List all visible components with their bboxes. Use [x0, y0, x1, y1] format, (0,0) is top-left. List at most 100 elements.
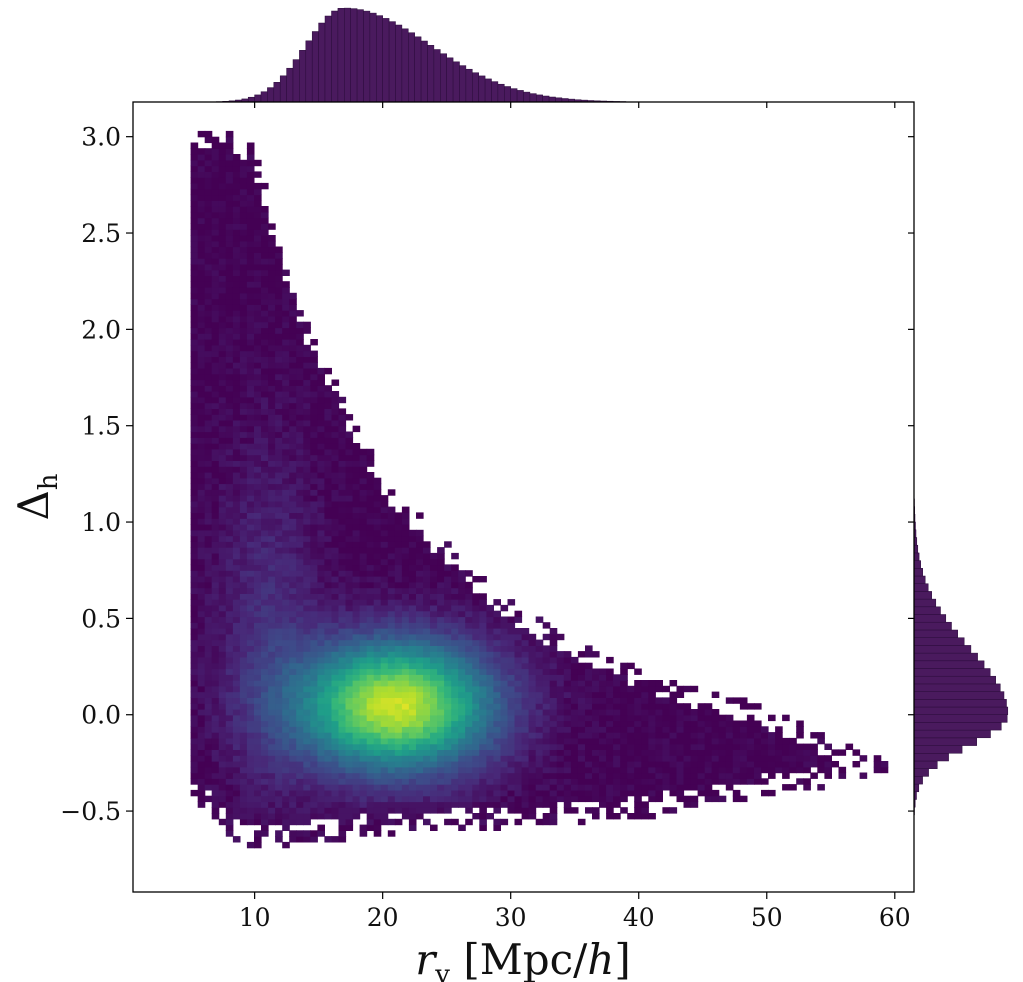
- heatmap-cell: [275, 541, 283, 548]
- heatmap-cell: [373, 778, 382, 785]
- heatmap-cell: [303, 668, 311, 675]
- heatmap-cell: [275, 552, 283, 560]
- heatmap-cell: [232, 836, 241, 843]
- heatmap-cell: [704, 772, 713, 779]
- heatmap-cell: [303, 396, 311, 404]
- heatmap-cell: [373, 668, 382, 675]
- heatmap-cell: [225, 182, 234, 190]
- heatmap-cell: [585, 651, 593, 658]
- heatmap-cell: [690, 778, 699, 785]
- heatmap-cell: [197, 269, 206, 276]
- heatmap-cell: [387, 506, 396, 513]
- heatmap-cell: [394, 645, 403, 652]
- heatmap-cell: [289, 483, 297, 490]
- heatmap-cell: [373, 622, 382, 629]
- heatmap-cell: [211, 315, 220, 323]
- heatmap-cell: [239, 495, 248, 502]
- heatmap-cell: [352, 807, 361, 814]
- heatmap-cell: [563, 807, 572, 814]
- heatmap-cell: [606, 789, 614, 797]
- heatmap-cell: [246, 211, 255, 219]
- heatmap-cell: [451, 761, 459, 768]
- heatmap-cell: [254, 454, 262, 461]
- heatmap-cell: [570, 726, 579, 733]
- heatmap-cell: [493, 616, 501, 623]
- heatmap-cell: [324, 807, 332, 814]
- heatmap-cell: [190, 263, 199, 271]
- heatmap-cell: [239, 795, 248, 803]
- heatmap-cell: [669, 789, 678, 797]
- heatmap-cell: [556, 784, 565, 791]
- heatmap-cell: [514, 720, 523, 727]
- heatmap-cell: [289, 633, 297, 641]
- heatmap-cell: [507, 680, 516, 687]
- heatmap-cell: [606, 680, 614, 687]
- heatmap-cell: [768, 761, 776, 768]
- heatmap-cell: [683, 743, 692, 750]
- heatmap-cell: [507, 732, 516, 739]
- heatmap-cell: [197, 547, 206, 554]
- heatmap-cell: [254, 206, 262, 213]
- heatmap-cell: [303, 772, 311, 779]
- heatmap-cell: [225, 593, 234, 600]
- heatmap-cell: [232, 813, 241, 820]
- heatmap-cell: [190, 310, 199, 317]
- marginal-y-bar: [913, 606, 941, 615]
- heatmap-cell: [437, 801, 445, 808]
- heatmap-cell: [232, 298, 241, 305]
- heatmap-cell: [366, 512, 375, 519]
- heatmap-cell: [190, 281, 199, 288]
- heatmap-cell: [190, 755, 199, 762]
- heatmap-cell: [268, 431, 276, 438]
- heatmap-cell: [472, 737, 480, 745]
- heatmap-cell: [310, 726, 318, 733]
- heatmap-cell: [345, 587, 354, 594]
- heatmap-cell: [521, 685, 530, 693]
- heatmap-cell: [261, 240, 269, 248]
- heatmap-cell: [655, 709, 663, 716]
- y-axis-ticks: −0.50.00.51.01.52.02.53.0: [60, 123, 914, 826]
- heatmap-cell: [232, 656, 241, 664]
- heatmap-cell: [451, 639, 459, 646]
- heatmap-cell: [585, 709, 593, 716]
- heatmap-cell: [458, 778, 466, 785]
- heatmap-cell: [218, 263, 227, 271]
- heatmap-cell: [373, 610, 382, 618]
- heatmap-cell: [592, 685, 600, 693]
- heatmap-cell: [296, 466, 304, 473]
- heatmap-cell: [423, 789, 431, 797]
- heatmap-cell: [197, 165, 206, 172]
- heatmap-cell: [599, 697, 607, 704]
- heatmap-cell: [289, 362, 297, 369]
- heatmap-cell: [373, 789, 382, 797]
- heatmap-cell: [296, 720, 304, 727]
- heatmap-cell: [514, 772, 523, 779]
- heatmap-cell: [218, 356, 227, 363]
- heatmap-cell: [394, 610, 403, 618]
- heatmap-cell: [261, 350, 269, 357]
- heatmap-cell: [261, 766, 269, 774]
- marginal-x-bar: [414, 36, 422, 103]
- heatmap-cell: [254, 292, 262, 300]
- heatmap-cell: [190, 622, 199, 629]
- heatmap-cell: [289, 512, 297, 519]
- heatmap-cell: [676, 789, 685, 797]
- heatmap-cell: [423, 772, 431, 779]
- heatmap-cell: [303, 362, 311, 369]
- marginal-y-bar: [913, 652, 978, 662]
- heatmap-cell: [282, 298, 290, 305]
- heatmap-cell: [662, 778, 670, 785]
- heatmap-cell: [218, 766, 227, 774]
- heatmap-cell: [254, 431, 262, 438]
- heatmap-cell: [472, 778, 480, 785]
- heatmap-cell: [254, 709, 262, 716]
- heatmap-cell: [331, 639, 340, 646]
- heatmap-cell: [232, 726, 241, 733]
- heatmap-cell: [197, 726, 206, 733]
- heatmap-cell: [423, 628, 431, 635]
- heatmap-cell: [704, 789, 713, 797]
- heatmap-cell: [451, 651, 459, 658]
- heatmap-cell: [268, 576, 276, 583]
- heatmap-cell: [197, 258, 206, 265]
- heatmap-cell: [261, 749, 269, 756]
